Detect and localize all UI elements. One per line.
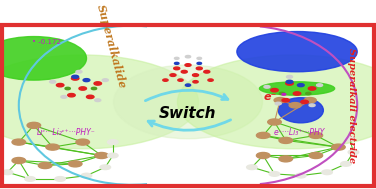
Circle shape	[108, 153, 118, 158]
Circle shape	[170, 74, 176, 76]
Circle shape	[256, 153, 270, 159]
Circle shape	[269, 172, 280, 176]
Circle shape	[68, 161, 82, 167]
Circle shape	[274, 98, 286, 103]
Circle shape	[341, 162, 351, 166]
Circle shape	[91, 87, 97, 90]
Circle shape	[208, 79, 213, 81]
Circle shape	[55, 177, 65, 181]
Circle shape	[309, 153, 323, 159]
Circle shape	[264, 85, 270, 88]
Circle shape	[332, 144, 345, 150]
Circle shape	[174, 62, 179, 64]
Circle shape	[279, 92, 285, 95]
Circle shape	[81, 173, 92, 178]
Circle shape	[286, 80, 293, 83]
Circle shape	[301, 100, 308, 104]
Ellipse shape	[177, 55, 376, 149]
Circle shape	[100, 165, 111, 170]
Ellipse shape	[114, 65, 262, 139]
Circle shape	[12, 157, 26, 163]
Text: e⁻···Li₃⁺···PHY: e⁻···Li₃⁺···PHY	[273, 128, 324, 136]
Circle shape	[204, 70, 210, 73]
Circle shape	[68, 94, 75, 97]
Circle shape	[297, 84, 304, 87]
Circle shape	[185, 64, 191, 66]
Ellipse shape	[259, 82, 335, 95]
Circle shape	[27, 122, 41, 128]
Circle shape	[181, 70, 187, 73]
Circle shape	[282, 98, 290, 102]
Circle shape	[348, 150, 359, 154]
Circle shape	[178, 79, 183, 81]
Circle shape	[86, 95, 94, 98]
Text: • -0.172: • -0.172	[32, 39, 61, 45]
Circle shape	[2, 170, 13, 175]
Circle shape	[287, 75, 293, 78]
Circle shape	[282, 94, 286, 95]
Circle shape	[197, 57, 202, 59]
Circle shape	[193, 74, 199, 76]
Circle shape	[306, 92, 311, 95]
Circle shape	[108, 140, 118, 144]
Circle shape	[193, 81, 198, 83]
Circle shape	[46, 144, 59, 150]
Ellipse shape	[0, 36, 86, 80]
Circle shape	[296, 173, 306, 178]
Circle shape	[102, 79, 108, 81]
Text: Superalkali electride: Superalkali electride	[347, 48, 356, 163]
Circle shape	[94, 82, 102, 85]
Circle shape	[293, 92, 301, 95]
Circle shape	[71, 77, 79, 80]
Circle shape	[185, 56, 191, 58]
Circle shape	[308, 87, 316, 90]
Ellipse shape	[278, 98, 323, 123]
Ellipse shape	[237, 32, 357, 72]
Circle shape	[83, 79, 90, 82]
Circle shape	[344, 136, 355, 141]
Circle shape	[304, 98, 316, 103]
Circle shape	[95, 153, 108, 159]
Circle shape	[279, 137, 293, 143]
Circle shape	[309, 132, 323, 138]
Circle shape	[286, 82, 293, 85]
Circle shape	[268, 119, 281, 125]
Circle shape	[275, 102, 281, 105]
Text: Superalkalide: Superalkalide	[94, 3, 127, 90]
Text: e⁻: e⁻	[264, 92, 277, 102]
Circle shape	[289, 103, 301, 108]
Circle shape	[322, 170, 332, 175]
Circle shape	[65, 87, 70, 90]
Circle shape	[61, 95, 67, 98]
Circle shape	[25, 177, 35, 181]
Circle shape	[72, 75, 79, 78]
Ellipse shape	[0, 55, 199, 149]
Circle shape	[247, 165, 257, 170]
Circle shape	[196, 67, 202, 70]
Circle shape	[174, 57, 179, 59]
Circle shape	[76, 70, 82, 73]
Circle shape	[76, 139, 89, 145]
Circle shape	[50, 81, 56, 83]
Circle shape	[95, 99, 101, 101]
Circle shape	[279, 156, 293, 162]
Circle shape	[317, 84, 323, 87]
Circle shape	[197, 62, 202, 64]
Circle shape	[256, 132, 270, 138]
Circle shape	[309, 104, 315, 107]
Circle shape	[38, 163, 52, 169]
Text: Switch: Switch	[159, 106, 217, 121]
Circle shape	[163, 79, 168, 81]
Text: Liᶜ···Li₂ᶜ⁺···PHY⁻: Liᶜ···Li₂ᶜ⁺···PHY⁻	[36, 128, 95, 136]
Circle shape	[56, 84, 64, 87]
Circle shape	[174, 67, 180, 70]
Circle shape	[12, 139, 26, 145]
Circle shape	[271, 88, 278, 92]
Circle shape	[79, 87, 86, 90]
Circle shape	[185, 84, 191, 86]
